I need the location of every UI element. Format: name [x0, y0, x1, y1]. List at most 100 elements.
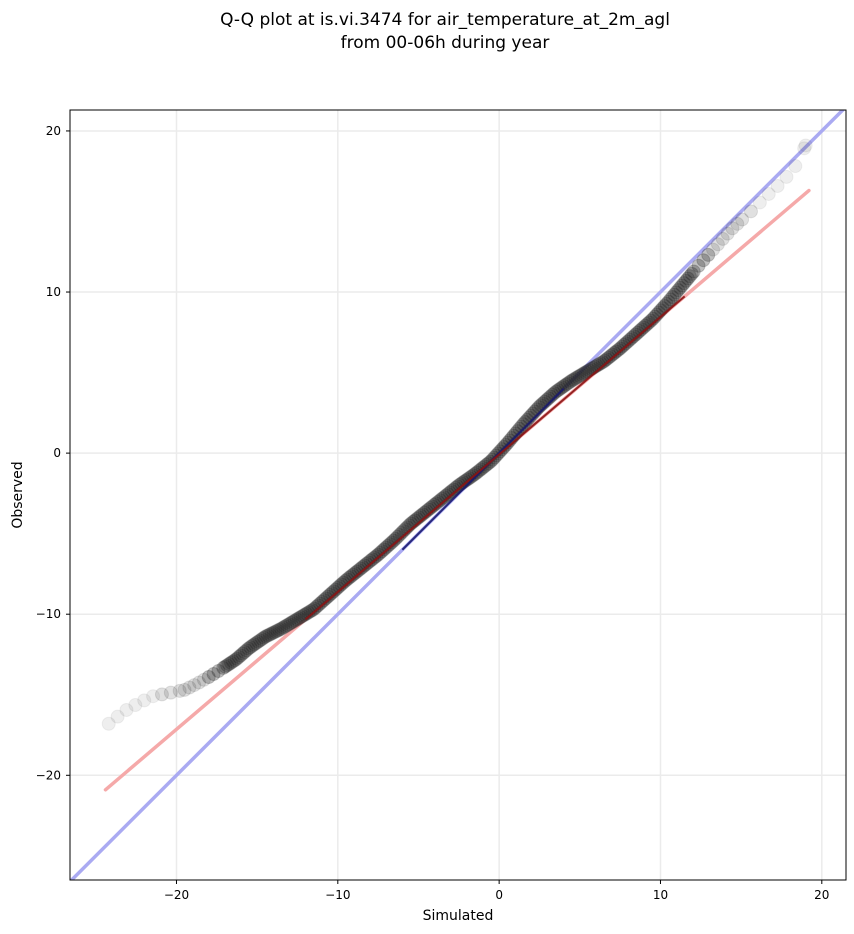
- quantile-point: [675, 278, 690, 293]
- quantile-point: [618, 336, 633, 351]
- quantile-point: [225, 654, 240, 669]
- quantile-point: [597, 353, 612, 368]
- quantile-point: [386, 533, 401, 548]
- quantile-point: [101, 716, 116, 731]
- quantile-point: [253, 633, 268, 648]
- quantile-point: [272, 622, 287, 637]
- quantile-point: [572, 368, 587, 383]
- quantile-point: [128, 698, 143, 713]
- quantile-point: [578, 365, 593, 380]
- quantile-point: [628, 327, 643, 342]
- quantile-point: [570, 370, 585, 385]
- quantile-point: [357, 558, 372, 573]
- quantile-point: [287, 613, 302, 628]
- quantile-point: [249, 636, 264, 651]
- quantile-point: [678, 273, 693, 288]
- quantile-point: [256, 630, 271, 645]
- quantile-point: [684, 266, 699, 281]
- quantile-point: [564, 373, 579, 388]
- quantile-point: [576, 366, 591, 381]
- quantile-point: [613, 341, 628, 356]
- identity-line-overlay: [401, 387, 565, 551]
- quantile-point: [192, 675, 207, 690]
- quantile-point: [119, 702, 134, 717]
- quantile-point: [691, 258, 706, 273]
- grid-lines: [70, 110, 846, 880]
- quantile-point: [355, 559, 370, 574]
- quantile-point: [227, 653, 242, 668]
- quantile-point: [566, 372, 581, 387]
- quantile-points: [101, 138, 813, 731]
- quantile-point: [512, 421, 527, 436]
- quantile-point: [146, 689, 161, 704]
- y-axis-ticks: −20 −10 0 10 20: [36, 124, 70, 782]
- quantile-point: [632, 324, 647, 339]
- quantile-point: [390, 529, 405, 544]
- quantile-point: [206, 667, 221, 682]
- chart-title-line1: Q-Q plot at is.vi.3474 for air_temperatu…: [220, 10, 670, 30]
- quantile-point: [231, 650, 246, 665]
- quantile-point: [278, 619, 293, 634]
- y-tick-label: 10: [46, 285, 61, 299]
- x-axis-ticks: −20 −10 0 10 20: [164, 880, 829, 902]
- quantile-point: [671, 283, 686, 298]
- quantile-point: [636, 320, 651, 335]
- quantile-point: [720, 226, 735, 241]
- quantile-point: [260, 628, 275, 643]
- quantile-point: [247, 637, 262, 652]
- quantile-point: [258, 629, 273, 644]
- quantile-point: [324, 586, 339, 601]
- quantile-point: [196, 672, 211, 687]
- quantile-point: [622, 332, 637, 347]
- x-tick-label: 10: [653, 888, 668, 902]
- quantile-point: [388, 531, 403, 546]
- quantile-point: [307, 601, 322, 616]
- quantile-point: [264, 626, 279, 641]
- quantile-point: [353, 561, 368, 576]
- quantile-point: [241, 641, 256, 656]
- quantile-point: [568, 371, 583, 386]
- quantile-point: [730, 216, 745, 231]
- quantile-point: [659, 296, 674, 311]
- quantile-point: [638, 318, 653, 333]
- quantile-point: [615, 339, 630, 354]
- quantile-point: [276, 620, 291, 635]
- quantile-point: [172, 683, 187, 698]
- quantile-point: [669, 285, 684, 300]
- quantile-point: [630, 325, 645, 340]
- quantile-point: [218, 659, 233, 674]
- x-tick-label: 20: [814, 888, 829, 902]
- quantile-point: [440, 487, 455, 502]
- quantile-point: [347, 566, 362, 581]
- quantile-point: [322, 587, 337, 602]
- quantile-point: [624, 330, 639, 345]
- quantile-point: [620, 334, 635, 349]
- quantile-point: [239, 643, 254, 658]
- quantile-point: [376, 542, 391, 557]
- quantile-point: [380, 538, 395, 553]
- quantile-point: [634, 322, 649, 337]
- quantile-point: [309, 600, 324, 615]
- quantile-point: [229, 651, 244, 666]
- quantile-point: [311, 598, 326, 613]
- quantile-point: [677, 276, 692, 291]
- x-tick-label: 0: [495, 888, 503, 902]
- quantile-point: [555, 380, 570, 395]
- quantile-point: [797, 141, 812, 156]
- x-tick-label: −20: [164, 888, 189, 902]
- chart-title-line2: from 00-06h during year: [341, 33, 550, 53]
- quantile-point: [384, 535, 399, 550]
- quantile-point: [187, 678, 202, 693]
- quantile-point: [177, 682, 192, 697]
- quantile-point: [363, 553, 378, 568]
- quantile-point: [580, 364, 595, 379]
- quantile-point: [268, 624, 283, 639]
- quantile-point: [369, 549, 384, 564]
- quantile-point: [549, 384, 564, 399]
- y-tick-label: 20: [46, 124, 61, 138]
- quantile-point: [599, 352, 614, 367]
- quantile-point: [547, 386, 562, 401]
- quantile-point: [516, 417, 531, 432]
- quantile-point: [743, 204, 758, 219]
- quantile-point: [367, 550, 382, 565]
